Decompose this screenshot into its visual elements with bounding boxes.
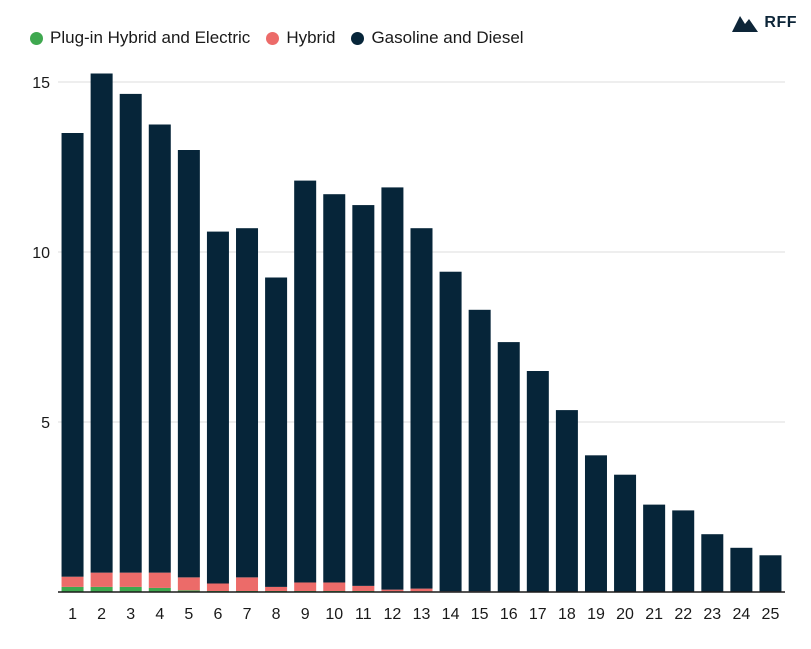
bar-segment-plugin — [177, 590, 200, 592]
legend-item-hybrid: Hybrid — [266, 28, 335, 48]
bar-segment-plugin — [90, 586, 113, 592]
bar-segment-gas — [526, 371, 549, 592]
legend-swatch-hybrid — [266, 31, 280, 45]
bar-segment-gas — [701, 534, 724, 592]
bar-segment-gas — [381, 187, 404, 590]
rff-logo: RFF — [732, 14, 797, 32]
bar-segment-gas — [555, 410, 578, 592]
x-tick-label: 21 — [645, 606, 663, 623]
bar-segment-gas — [410, 228, 433, 589]
x-tick-label: 15 — [471, 606, 489, 623]
bar-segment-gas — [323, 194, 346, 583]
x-tick-label: 20 — [616, 606, 634, 623]
legend-item-plugin: Plug-in Hybrid and Electric — [30, 28, 250, 48]
x-tick-label: 11 — [355, 606, 372, 623]
bar-segment-gas — [759, 555, 782, 592]
legend-swatch-plugin — [30, 31, 43, 45]
bar-segment-hybrid — [381, 589, 404, 592]
x-tick-label: 7 — [243, 606, 252, 623]
bar-segment-gas — [61, 133, 84, 577]
legend-label-plugin: Plug-in Hybrid and Electric — [50, 28, 251, 47]
bar-segment-gas — [497, 342, 520, 592]
bar-segment-gas — [439, 271, 462, 592]
legend-item-gas: Gasoline and Diesel — [351, 28, 524, 48]
bar-segment-gas — [672, 510, 695, 592]
x-tick-label: 9 — [301, 606, 310, 623]
bar-segment-hybrid — [410, 588, 433, 592]
x-tick-label: 5 — [184, 606, 193, 623]
y-tick-label: 5 — [41, 415, 50, 432]
x-tick-label: 16 — [500, 606, 518, 623]
bar-segment-gas — [236, 228, 259, 578]
x-tick-label: 12 — [384, 606, 402, 623]
y-tick-label: 15 — [32, 75, 50, 92]
bar-segment-gas — [468, 309, 491, 592]
bar-segment-hybrid — [352, 585, 375, 591]
x-tick-label: 23 — [703, 606, 721, 623]
bar-segment-hybrid — [148, 572, 171, 588]
legend: Plug-in Hybrid and Electric Hybrid Gasol… — [30, 28, 540, 48]
x-tick-label: 10 — [325, 606, 343, 623]
bar-segment-gas — [352, 205, 375, 586]
bar-segment-hybrid — [177, 577, 200, 591]
x-tick-label: 4 — [155, 606, 164, 623]
x-tick-label: 17 — [529, 606, 547, 623]
x-tick-label: 6 — [213, 606, 222, 623]
bar-segment-gas — [294, 180, 317, 583]
brand-name: RFF — [764, 14, 797, 31]
bar-segment-gas — [90, 73, 113, 573]
bar-segment-gas — [206, 231, 229, 584]
bar-segment-gas — [614, 474, 637, 592]
bar-segment-gas — [643, 504, 666, 592]
x-tick-label: 1 — [68, 606, 77, 623]
bar-segment-gas — [730, 547, 753, 592]
legend-label-hybrid: Hybrid — [286, 28, 336, 47]
x-tick-label: 24 — [732, 606, 750, 623]
x-tick-label: 13 — [413, 606, 431, 623]
bar-segment-hybrid — [61, 576, 84, 587]
x-tick-label: 14 — [442, 606, 460, 623]
bar-segment-gas — [148, 124, 171, 573]
legend-label-gas: Gasoline and Diesel — [371, 28, 524, 47]
mountain-icon — [732, 16, 759, 32]
bar-segment-gas — [119, 93, 142, 573]
x-tick-label: 22 — [674, 606, 692, 623]
bar-segment-hybrid — [323, 582, 346, 591]
bar-segment-hybrid — [206, 583, 229, 591]
bar-segment-gas — [584, 455, 607, 592]
y-tick-label: 10 — [32, 245, 50, 262]
legend-swatch-gas — [351, 31, 365, 45]
x-tick-label: 19 — [587, 606, 605, 623]
bar-segment-hybrid — [236, 577, 259, 591]
bar-segment-hybrid — [265, 586, 288, 591]
x-tick-label: 18 — [558, 606, 576, 623]
bar-segment-hybrid — [119, 572, 142, 587]
bar-segment-hybrid — [90, 572, 113, 587]
bar-segment-plugin — [119, 586, 142, 592]
x-tick-label: 2 — [97, 606, 106, 623]
bar-segment-gas — [177, 150, 200, 578]
bar-segment-plugin — [148, 587, 171, 592]
bar-segment-hybrid — [294, 582, 317, 591]
x-tick-label: 8 — [272, 606, 281, 623]
x-tick-label: 25 — [762, 606, 780, 623]
x-tick-label: 3 — [126, 606, 135, 623]
bar-segment-gas — [265, 277, 288, 587]
bar-segment-plugin — [61, 586, 84, 592]
